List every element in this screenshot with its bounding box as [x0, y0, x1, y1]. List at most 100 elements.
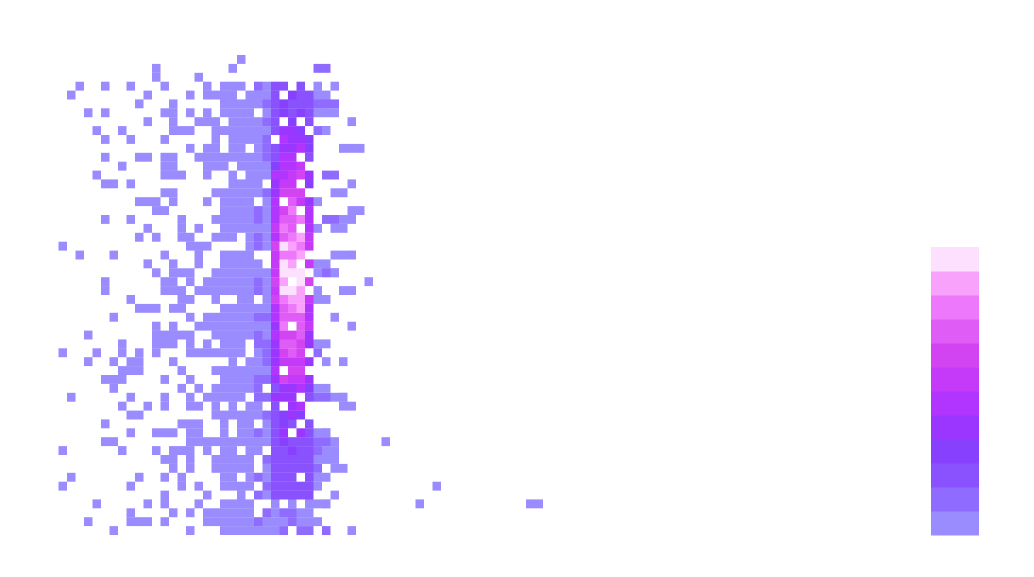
heatmap-cell	[237, 295, 246, 304]
heatmap-cell	[203, 117, 212, 127]
heatmap-cell	[220, 250, 229, 260]
heatmap-cell	[194, 117, 203, 127]
heatmap-cell	[220, 161, 229, 171]
heatmap-cell	[262, 152, 271, 162]
heatmap-cell	[305, 375, 314, 384]
heatmap-cell	[288, 206, 297, 215]
heatmap-cell	[305, 179, 314, 189]
heatmap-cell	[262, 223, 271, 233]
heatmap-cell	[245, 463, 254, 473]
heatmap-cell	[288, 392, 297, 402]
heatmap-cell	[160, 81, 169, 91]
heatmap-cell	[220, 383, 229, 393]
heatmap-cell	[245, 232, 254, 242]
heatmap-cell	[279, 135, 288, 144]
heatmap-cell	[203, 161, 212, 171]
heatmap-cell	[220, 286, 229, 295]
heatmap-cell	[220, 428, 229, 438]
heatmap-cell	[220, 321, 229, 331]
heatmap-cell	[211, 188, 220, 198]
heatmap-cell	[169, 446, 178, 455]
heatmap-cell	[305, 437, 314, 447]
heatmap-cell	[245, 268, 254, 278]
heatmap-cell	[245, 481, 254, 491]
heatmap-cell	[220, 99, 229, 109]
colorbar-segment	[931, 367, 979, 392]
heatmap-cell	[322, 99, 339, 109]
heatmap-cell	[288, 117, 297, 127]
heatmap-cell	[101, 286, 110, 295]
heatmap-cell	[288, 490, 297, 500]
heatmap-cell	[279, 81, 288, 91]
heatmap-cell	[271, 223, 280, 233]
heatmap-cell	[237, 463, 246, 473]
heatmap-cell	[101, 152, 110, 162]
heatmap-cell	[169, 108, 178, 118]
heatmap-cell	[313, 392, 331, 402]
heatmap-cell	[186, 526, 195, 535]
heatmap-cell	[160, 330, 169, 340]
heatmap-cell	[220, 259, 229, 269]
heatmap-cell	[237, 303, 246, 313]
heatmap-cell	[279, 446, 288, 455]
heatmap-cell	[279, 321, 288, 331]
heatmap-cell	[330, 223, 348, 233]
heatmap-cell	[84, 357, 93, 367]
heatmap-cell	[194, 481, 203, 491]
heatmap-cell	[169, 126, 178, 135]
heatmap-cell	[220, 126, 229, 135]
heatmap-cell	[279, 241, 288, 251]
heatmap-cell	[288, 161, 297, 171]
heatmap-cell	[101, 108, 110, 118]
heatmap-cell	[203, 490, 212, 500]
heatmap-cell	[228, 90, 237, 100]
heatmap-cell	[237, 455, 246, 464]
heatmap-cell	[237, 499, 246, 509]
heatmap-cell	[245, 383, 254, 393]
heatmap-cell	[169, 463, 178, 473]
heatmap-cell	[305, 526, 314, 535]
heatmap-cell	[296, 303, 305, 313]
heatmap-cell	[220, 419, 229, 429]
heatmap-cell	[143, 303, 152, 313]
heatmap-cell	[279, 428, 288, 438]
heatmap-cell	[313, 463, 322, 473]
heatmap-cell	[254, 206, 263, 215]
heatmap-cell	[186, 348, 195, 358]
heatmap-cell	[101, 277, 110, 287]
heatmap-cell	[237, 215, 246, 224]
heatmap-cell	[245, 250, 254, 260]
heatmap-cell	[271, 179, 280, 189]
heatmap-cell	[160, 161, 169, 171]
heatmap-cell	[279, 517, 288, 527]
heatmap-cell	[135, 366, 144, 375]
heatmap-cell	[288, 455, 297, 464]
heatmap-cell	[228, 383, 237, 393]
heatmap-cell	[245, 472, 254, 482]
heatmap-cell	[203, 197, 212, 207]
heatmap-cell	[279, 250, 288, 260]
heatmap-cell	[237, 55, 246, 64]
heatmap-cell	[279, 286, 288, 295]
heatmap-cell	[220, 348, 229, 358]
heatmap-cell	[305, 241, 314, 251]
heatmap-cell	[143, 117, 152, 127]
heatmap-cell	[237, 179, 246, 189]
heatmap-cell	[288, 446, 297, 455]
heatmap-cell	[228, 259, 237, 269]
heatmap-cell	[279, 108, 288, 118]
heatmap-cell	[279, 410, 288, 420]
heatmap-cell	[211, 135, 220, 144]
heatmap-cell	[305, 108, 314, 118]
heatmap-cell	[271, 339, 280, 349]
heatmap-cell	[228, 437, 237, 447]
heatmap-cell	[126, 135, 135, 144]
heatmap-cell	[279, 463, 288, 473]
heatmap-cell	[160, 250, 169, 260]
heatmap-cell	[228, 99, 237, 109]
heatmap-cell	[262, 206, 271, 215]
heatmap-cell	[271, 188, 280, 198]
heatmap-cell	[296, 188, 305, 198]
heatmap-cell	[254, 170, 263, 180]
heatmap-cell	[271, 481, 280, 491]
